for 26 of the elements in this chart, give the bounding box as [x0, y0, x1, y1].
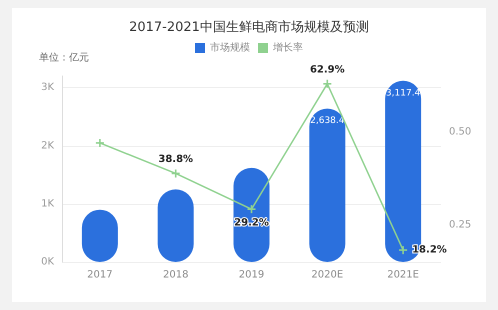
- point: [172, 169, 180, 178]
- data-label: 2,638.4: [310, 116, 345, 126]
- x-tick-label: 2018: [162, 270, 188, 280]
- data-label: 62.9%: [310, 64, 345, 76]
- x-tick-label: 2017: [87, 270, 113, 280]
- point: [96, 138, 104, 147]
- x-tick-label: 2020E: [311, 270, 344, 280]
- y-tick-label: 0K: [41, 256, 54, 268]
- data-label: 38.8%: [158, 154, 194, 165]
- point: [248, 205, 256, 214]
- y-tick-label: 3K: [41, 82, 54, 94]
- y2-tick-label: 0.50: [449, 126, 472, 138]
- data-label: 29.2%: [234, 218, 269, 229]
- y2-tick-label: 0.25: [449, 219, 472, 230]
- data-label: 3,117.4: [386, 88, 421, 98]
- legend-label: 市场规模: [210, 42, 250, 54]
- point: [323, 80, 332, 88]
- chart-title: 2017-2021中国生鲜电商市场规模及预测: [129, 20, 369, 35]
- point: [399, 246, 408, 254]
- y-axis-title: 单位：亿元: [39, 52, 89, 64]
- y-tick-label: 1K: [41, 198, 54, 210]
- y-tick-label: 2K: [41, 140, 54, 152]
- bar: [309, 108, 346, 262]
- x-tick-label: 2019: [238, 270, 264, 280]
- x-tick-label: 2021E: [387, 270, 419, 280]
- legend-label: 增长率: [272, 42, 303, 54]
